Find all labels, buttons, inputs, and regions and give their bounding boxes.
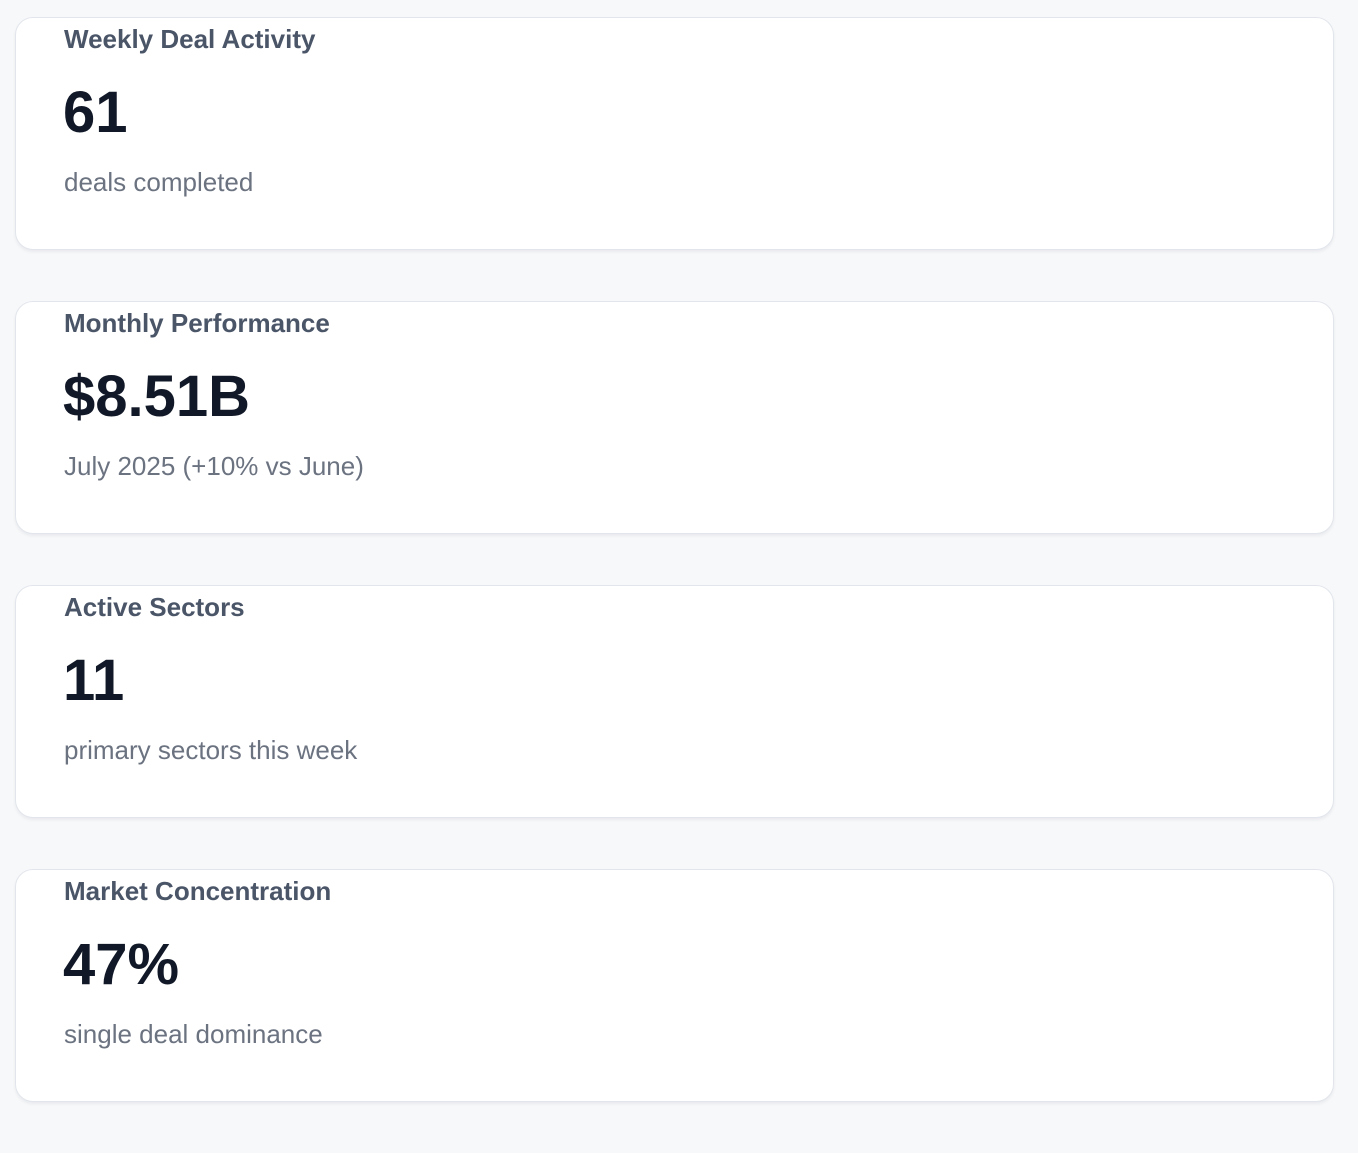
- weekly-deal-activity-card: Weekly Deal Activity 61 deals completed: [15, 17, 1334, 250]
- card-title: Active Sectors: [64, 592, 245, 622]
- card-subtitle: single deal dominance: [64, 1019, 323, 1049]
- market-concentration-card: Market Concentration 47% single deal dom…: [15, 869, 1334, 1102]
- card-subtitle: deals completed: [64, 167, 254, 197]
- kpi-card-list: Weekly Deal Activity 61 deals completed …: [15, 17, 1334, 1153]
- card-value: $8.51B: [63, 364, 251, 429]
- card-value: 11: [63, 648, 125, 713]
- active-sectors-card: Active Sectors 11 primary sectors this w…: [15, 585, 1334, 818]
- card-value: 61: [63, 80, 128, 145]
- card-subtitle: primary sectors this week: [64, 735, 358, 765]
- card-value: 47%: [63, 932, 180, 997]
- card-title: Market Concentration: [64, 876, 332, 906]
- card-title: Monthly Performance: [64, 308, 330, 338]
- card-title: Weekly Deal Activity: [64, 24, 316, 54]
- monthly-performance-card: Monthly Performance $8.51B July 2025 (+1…: [15, 301, 1334, 534]
- card-subtitle: July 2025 (+10% vs June): [64, 451, 364, 481]
